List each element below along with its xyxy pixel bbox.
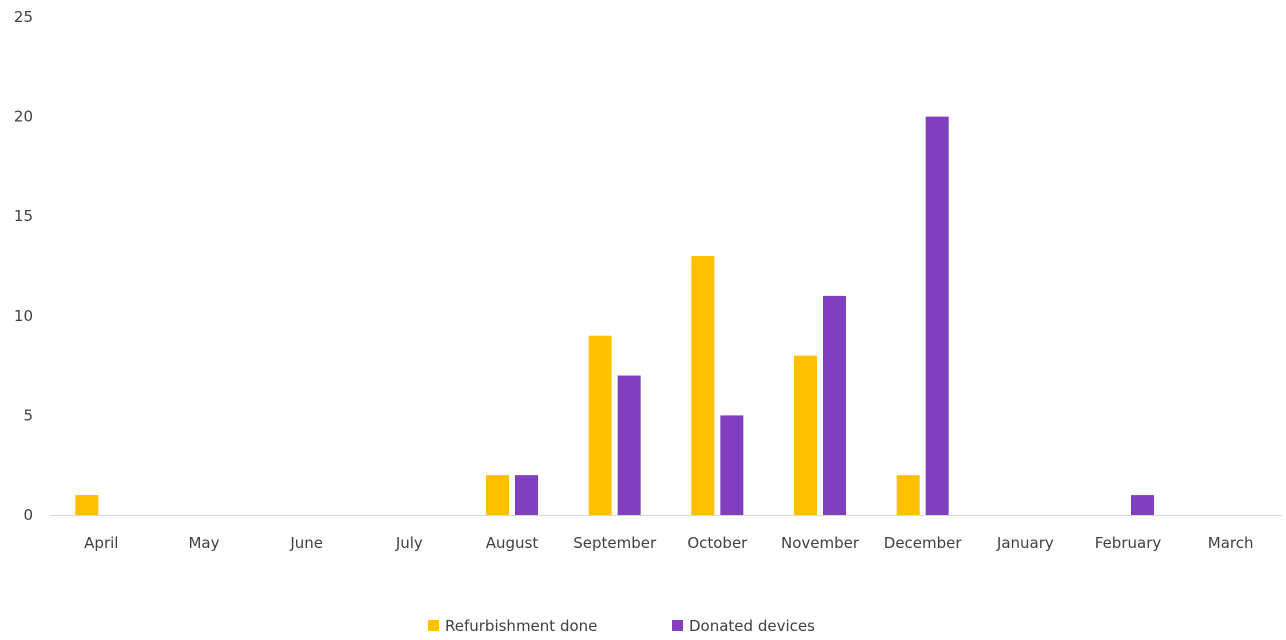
y-tick-label: 10: [14, 307, 33, 325]
bar-refurbishment-august: [486, 475, 509, 515]
bar-refurbishment-december: [896, 475, 920, 515]
x-tick-label: February: [1095, 534, 1162, 552]
x-tick-label: November: [781, 534, 860, 552]
x-tick-label: July: [395, 534, 423, 552]
x-tick-label: December: [884, 534, 963, 552]
x-tick-label: April: [84, 534, 118, 552]
legend-swatch: [672, 620, 683, 631]
bar-donated-october: [720, 415, 744, 515]
bar-refurbishment-april: [75, 495, 99, 515]
x-tick-label: January: [996, 534, 1054, 552]
legend-swatch: [428, 620, 439, 631]
legend-label: Donated devices: [689, 617, 815, 635]
bar-refurbishment-september: [588, 335, 612, 515]
bar-donated-september: [617, 375, 641, 515]
bar-donated-august: [515, 475, 538, 515]
bar-donated-february: [1131, 495, 1154, 515]
x-tick-label: June: [289, 534, 323, 552]
x-tick-label: August: [486, 534, 539, 552]
x-tick-label: May: [188, 534, 219, 552]
y-tick-label: 15: [14, 207, 33, 225]
y-tick-label: 0: [23, 506, 33, 524]
bar-refurbishment-november: [794, 355, 817, 515]
legend-label: Refurbishment done: [445, 617, 597, 635]
y-tick-label: 20: [14, 108, 33, 126]
bar-donated-december: [925, 116, 949, 515]
bar-refurbishment-october: [691, 256, 715, 515]
legend: Refurbishment done Donated devices: [428, 617, 815, 635]
y-tick-label: 25: [14, 8, 33, 26]
x-tick-label: March: [1208, 534, 1254, 552]
y-axis-ticks: 0 5 10 15 20 25: [14, 8, 33, 524]
bar-donated-november: [823, 295, 846, 515]
x-tick-label: October: [687, 534, 748, 552]
x-axis-ticks: April May June July August September October No…: [84, 534, 1253, 552]
bars: [75, 116, 1154, 515]
x-tick-label: September: [573, 534, 657, 552]
y-tick-label: 5: [23, 406, 33, 424]
